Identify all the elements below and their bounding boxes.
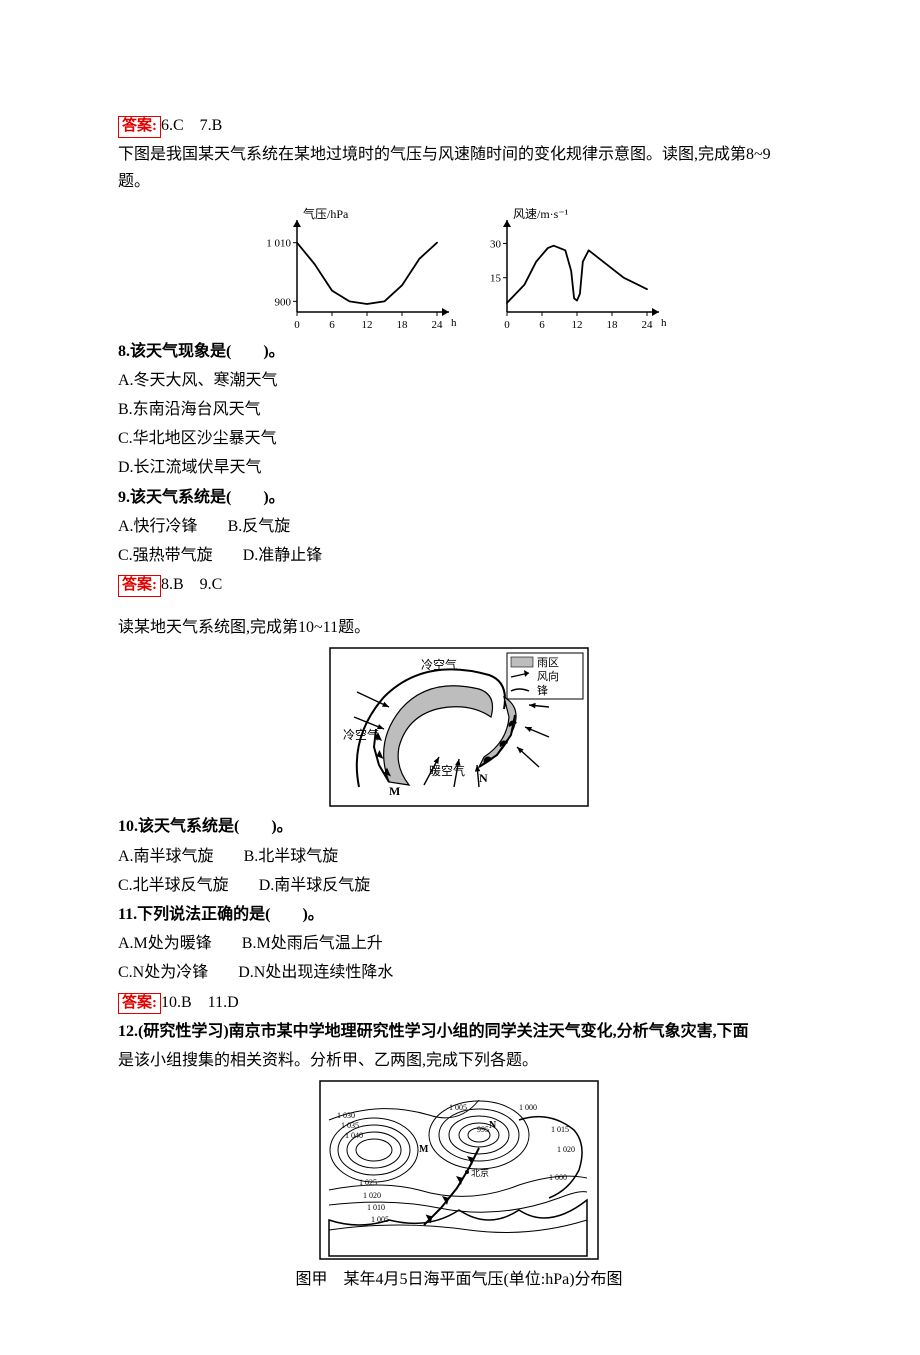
svg-text:1 030: 1 030 [337,1111,355,1120]
q8-opt-a: A.冬天大风、寒潮天气 [118,367,800,394]
q9-row1: A.快行冷锋 B.反气旋 [118,513,800,540]
q9-opt-c: C.强热带气旋 [118,547,213,564]
answer-10-11: 答案:10.B 11.D [118,989,800,1016]
svg-text:18: 18 [607,319,619,331]
svg-text:1 000: 1 000 [549,1173,567,1182]
q12-stem-b: 是该小组搜集的相关资料。分析甲、乙两图,完成下列各题。 [118,1047,800,1074]
answer-text: 8.B 9.C [161,576,222,593]
svg-text:M: M [389,784,400,798]
q10-stem: 10.该天气系统是( )。 [118,813,800,840]
svg-text:900: 900 [275,296,292,308]
answer-text: 6.C 7.B [161,117,222,134]
svg-text:12: 12 [572,319,583,331]
svg-text:6: 6 [329,319,335,331]
svg-text:30: 30 [490,238,502,250]
q10-row1: A.南半球气旋 B.北半球气旋 [118,843,800,870]
cyclone-diagram: 雨区风向锋冷空气冷空气暖空气MN [329,647,589,807]
svg-text:1 035: 1 035 [341,1121,359,1130]
svg-text:1 010: 1 010 [367,1203,385,1212]
svg-text:冷空气: 冷空气 [343,727,379,742]
svg-text:0: 0 [294,319,300,331]
q12-stem-a-text: 12.(研究性学习)南京市某中学地理研究性学习小组的同学关注天气变化,分析气象灾… [118,1023,749,1040]
q9-row2: C.强热带气旋 D.准静止锋 [118,542,800,569]
svg-text:1 040: 1 040 [345,1131,363,1140]
svg-text:北京: 北京 [471,1167,489,1178]
q10-opt-d: D.南半球反气旋 [259,877,371,894]
svg-text:18: 18 [397,319,409,331]
q12-stem-a: 12.(研究性学习)南京市某中学地理研究性学习小组的同学关注天气变化,分析气象灾… [118,1018,800,1045]
svg-text:1 000: 1 000 [519,1103,537,1112]
intro-8-9: 下图是我国某天气系统在某地过境时的气压与风速随时间的变化规律示意图。读图,完成第… [118,141,800,195]
q11-row1: A.M处为暖锋 B.M处雨后气温上升 [118,930,800,957]
q10-opt-a: A.南半球气旋 [118,848,214,865]
svg-text:24: 24 [642,319,654,331]
q10-opt-c: C.北半球反气旋 [118,877,229,894]
svg-text:暖空气: 暖空气 [429,763,465,778]
q10-row2: C.北半球反气旋 D.南半球反气旋 [118,872,800,899]
svg-text:h: h [451,317,457,329]
svg-text:0: 0 [504,319,510,331]
intro-10-11: 读某地天气系统图,完成第10~11题。 [118,614,800,641]
q11-opt-b: B.M处雨后气温上升 [242,935,383,952]
svg-text:N: N [489,1120,497,1131]
svg-text:1 025: 1 025 [359,1178,377,1187]
q9-stem: 9.该天气系统是( )。 [118,484,800,511]
q11-opt-d: D.N处出现连续性降水 [238,964,393,981]
svg-text:1 005: 1 005 [371,1215,389,1224]
svg-text:M: M [419,1144,429,1155]
svg-text:h: h [661,317,667,329]
svg-text:6: 6 [539,319,545,331]
q11-opt-c: C.N处为冷锋 [118,964,208,981]
charts-8-9: 气压/hPa1 01090006121824h 风速/m·s⁻¹30150612… [118,204,800,334]
answer-label: 答案: [118,116,161,138]
answer-6-7: 答案:6.C 7.B [118,112,800,139]
q8-opt-c: C.华北地区沙尘暴天气 [118,425,800,452]
q11-opt-a: A.M处为暖锋 [118,935,212,952]
q9-opt-b: B.反气旋 [228,518,291,535]
svg-text:1 015: 1 015 [551,1125,569,1134]
svg-text:24: 24 [432,319,444,331]
q8-opt-b: B.东南沿海台风天气 [118,396,800,423]
svg-text:1 010: 1 010 [266,237,291,249]
answer-label: 答案: [118,993,161,1015]
q9-opt-d: D.准静止锋 [243,547,323,564]
svg-text:1 020: 1 020 [557,1145,575,1154]
q8-stem: 8.该天气现象是( )。 [118,338,800,365]
q11-stem: 11.下列说法正确的是( )。 [118,901,800,928]
svg-text:锋: 锋 [537,684,548,697]
svg-text:雨区: 雨区 [537,657,559,669]
svg-text:12: 12 [362,319,373,331]
q10-opt-b: B.北半球气旋 [244,848,339,865]
q8-opt-d: D.长江流域伏旱天气 [118,454,800,481]
q9-opt-a: A.快行冷锋 [118,518,198,535]
svg-text:15: 15 [490,272,502,284]
svg-text:995: 995 [477,1125,489,1134]
map-caption: 图甲 某年4月5日海平面气压(单位:hPa)分布图 [118,1266,800,1293]
q11-row2: C.N处为冷锋 D.N处出现连续性降水 [118,959,800,986]
cyclone-figure: 雨区风向锋冷空气冷空气暖空气MN [118,647,800,807]
svg-text:气压/hPa: 气压/hPa [303,206,349,221]
svg-text:1 005: 1 005 [449,1103,467,1112]
svg-text:风向: 风向 [537,669,559,683]
svg-text:1 020: 1 020 [363,1191,381,1200]
svg-text:冷空气: 冷空气 [421,657,457,672]
map-figure: 1 0301 0351 040 1 025 1 020 1 010 1 005 1 005… [118,1080,800,1260]
pressure-map: 1 0301 0351 040 1 025 1 020 1 010 1 005 1 005… [319,1080,599,1260]
svg-text:N: N [479,771,488,785]
answer-label: 答案: [118,575,161,597]
svg-text:风速/m·s⁻¹: 风速/m·s⁻¹ [513,207,569,221]
answer-8-9: 答案:8.B 9.C [118,571,800,598]
wind-chart: 风速/m·s⁻¹ 30 15 0 6 12 18 24 h [459,204,669,334]
answer-text: 10.B 11.D [161,994,239,1011]
pressure-chart: 气压/hPa 1 010 9000 6 12 18 24 h [249,204,459,334]
